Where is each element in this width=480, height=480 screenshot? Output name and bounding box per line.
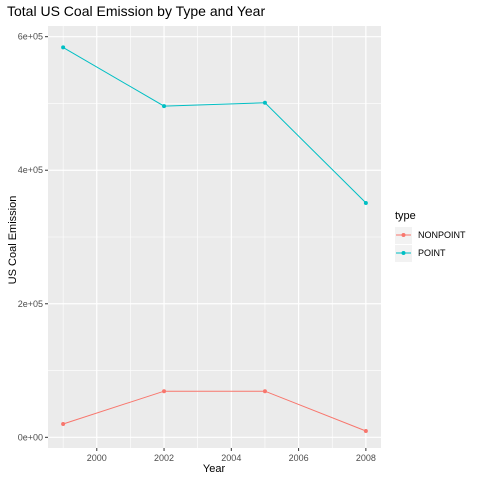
series-layer [61, 45, 368, 433]
y-tick-label: 0e+00 [18, 432, 43, 442]
y-axis: 0e+00 2e+05 4e+05 6e+05 [18, 32, 48, 442]
data-point-point [162, 104, 167, 109]
data-point-point [363, 200, 368, 205]
legend-items: NONPOINT POINT [395, 227, 466, 262]
y-tick-label: 6e+05 [18, 32, 43, 42]
data-point-nonpoint [162, 389, 167, 394]
data-point-nonpoint [61, 421, 66, 426]
data-point-point [61, 45, 66, 50]
plot-panel [48, 26, 381, 448]
x-tick-label: 2000 [87, 453, 107, 463]
legend: type NONPOINT POINT [395, 210, 466, 262]
x-tick-label: 2002 [154, 453, 174, 463]
legend-label-point: POINT [418, 248, 446, 258]
legend-key-point-nonpoint [401, 233, 406, 237]
data-point-nonpoint [363, 428, 368, 433]
x-tick-label: 2008 [356, 453, 376, 463]
data-point-point [262, 100, 267, 105]
y-tick-label: 4e+05 [18, 165, 43, 175]
y-axis-title: US Coal Emission [7, 196, 19, 285]
chart-title: Total US Coal Emission by Type and Year [7, 3, 265, 19]
x-tick-label: 2004 [221, 453, 241, 463]
data-point-nonpoint [262, 389, 267, 394]
legend-key-point-point [401, 251, 406, 255]
y-tick-label: 2e+05 [18, 299, 43, 309]
series-line-nonpoint [62, 390, 367, 432]
legend-label-nonpoint: NONPOINT [418, 230, 466, 240]
series-line-point [62, 46, 367, 204]
x-axis: 2000 2002 2004 2006 2008 [87, 448, 376, 463]
legend-title: type [395, 210, 416, 222]
x-tick-label: 2006 [289, 453, 309, 463]
x-axis-title: Year [203, 463, 226, 475]
